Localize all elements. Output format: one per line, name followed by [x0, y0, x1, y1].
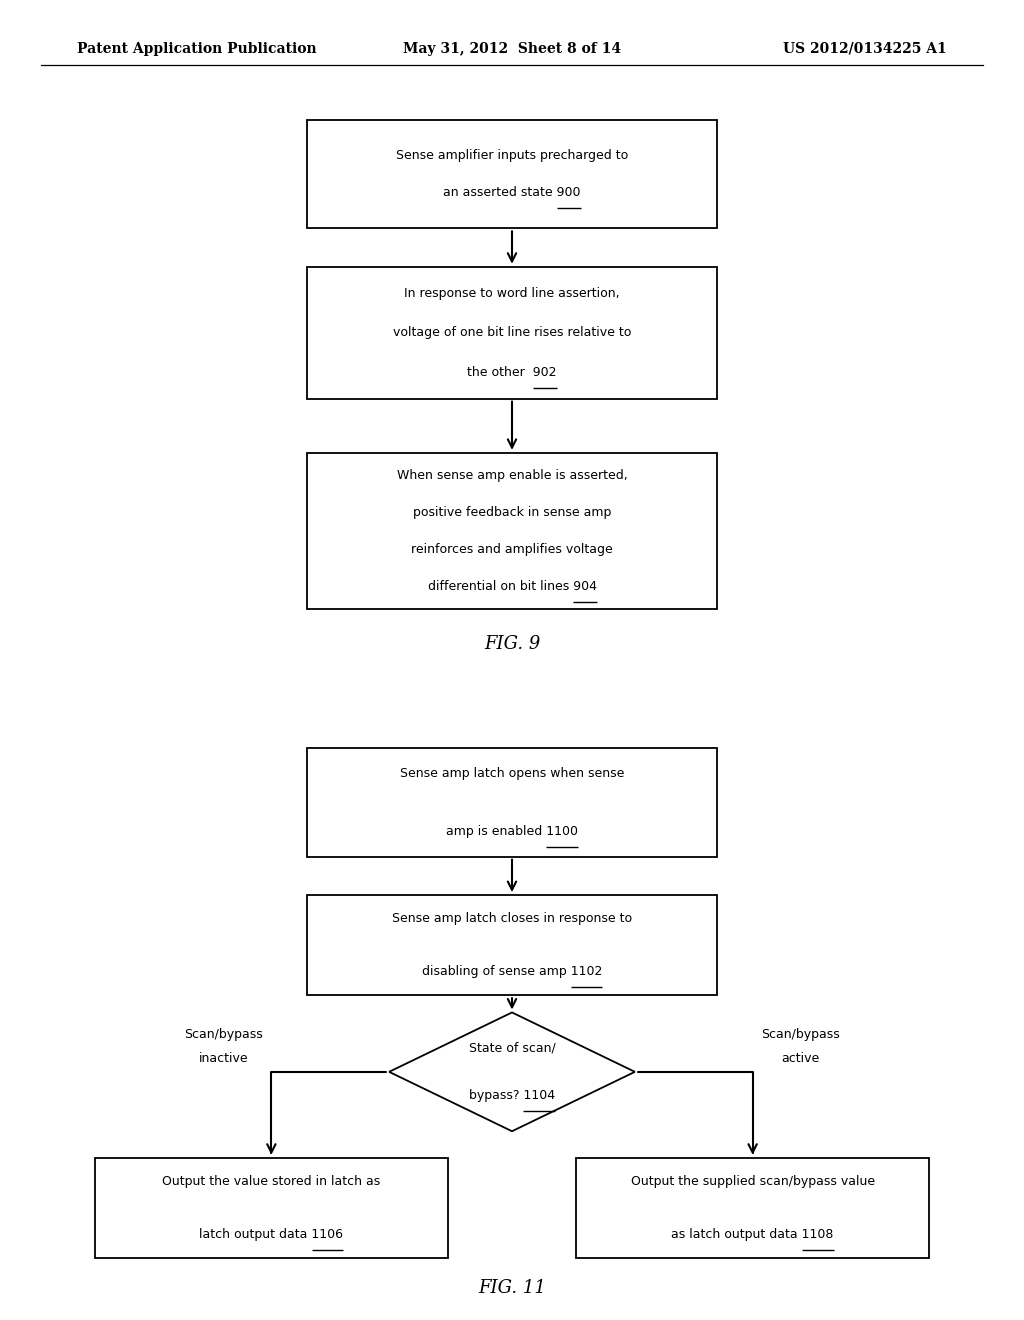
- Text: Sense amp latch closes in response to: Sense amp latch closes in response to: [392, 912, 632, 925]
- Text: Output the value stored in latch as: Output the value stored in latch as: [162, 1175, 381, 1188]
- Text: Scan/bypass: Scan/bypass: [184, 1028, 262, 1041]
- Text: reinforces and amplifies voltage: reinforces and amplifies voltage: [411, 543, 613, 556]
- Bar: [307, 453, 717, 609]
- Text: active: active: [781, 1052, 820, 1065]
- Bar: [307, 895, 717, 995]
- Text: the other  902: the other 902: [467, 366, 557, 379]
- Text: as latch output data 1108: as latch output data 1108: [672, 1228, 834, 1241]
- Text: Output the supplied scan/bypass value: Output the supplied scan/bypass value: [631, 1175, 874, 1188]
- Bar: [307, 748, 717, 857]
- Text: Scan/bypass: Scan/bypass: [762, 1028, 840, 1041]
- Text: inactive: inactive: [199, 1052, 248, 1065]
- Text: FIG. 11: FIG. 11: [478, 1279, 546, 1298]
- Text: differential on bit lines 904: differential on bit lines 904: [427, 579, 597, 593]
- Polygon shape: [389, 1012, 635, 1131]
- Text: May 31, 2012  Sheet 8 of 14: May 31, 2012 Sheet 8 of 14: [402, 42, 622, 55]
- Text: FIG. 9: FIG. 9: [483, 635, 541, 653]
- Text: In response to word line assertion,: In response to word line assertion,: [404, 286, 620, 300]
- Text: State of scan/: State of scan/: [469, 1041, 555, 1055]
- Text: Sense amplifier inputs precharged to: Sense amplifier inputs precharged to: [396, 149, 628, 162]
- Text: bypass? 1104: bypass? 1104: [469, 1089, 555, 1102]
- Text: amp is enabled 1100: amp is enabled 1100: [446, 825, 578, 838]
- Bar: [95, 1158, 449, 1258]
- Text: When sense amp enable is asserted,: When sense amp enable is asserted,: [396, 469, 628, 482]
- Bar: [575, 1158, 930, 1258]
- Text: Sense amp latch opens when sense: Sense amp latch opens when sense: [399, 767, 625, 780]
- Text: US 2012/0134225 A1: US 2012/0134225 A1: [783, 42, 947, 55]
- Text: voltage of one bit line rises relative to: voltage of one bit line rises relative t…: [393, 326, 631, 339]
- Text: an asserted state 900: an asserted state 900: [443, 186, 581, 199]
- Text: Patent Application Publication: Patent Application Publication: [77, 42, 316, 55]
- Text: disabling of sense amp 1102: disabling of sense amp 1102: [422, 965, 602, 978]
- Text: positive feedback in sense amp: positive feedback in sense amp: [413, 506, 611, 519]
- Bar: [307, 267, 717, 399]
- Bar: [307, 120, 717, 228]
- Text: latch output data 1106: latch output data 1106: [200, 1228, 343, 1241]
